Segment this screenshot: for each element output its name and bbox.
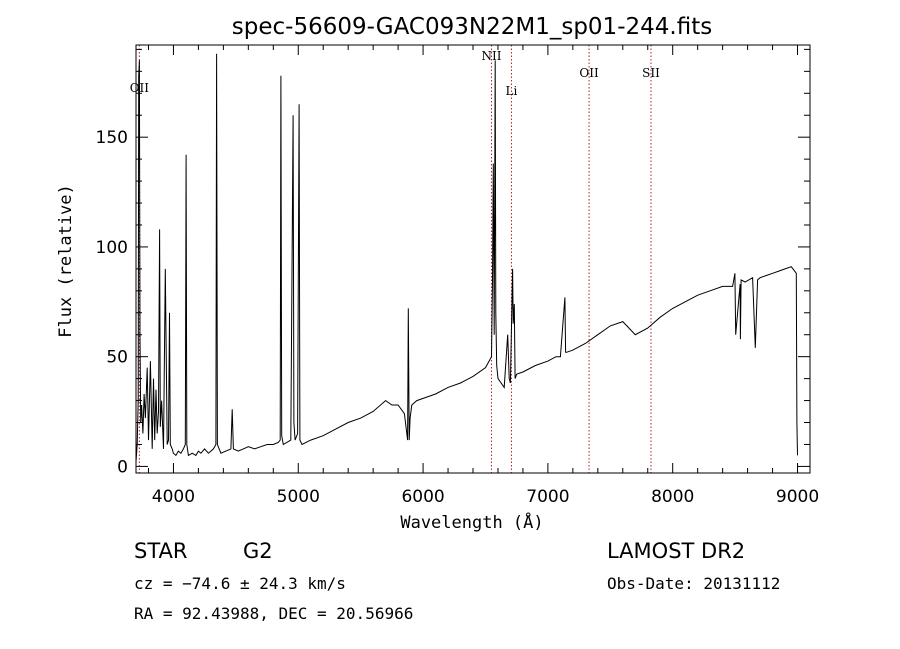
x-tick-label: 5000 [277, 487, 320, 507]
marker-label: NII [481, 49, 501, 63]
x-tick-label: 9000 [776, 487, 819, 507]
y-tick-label: 50 [106, 348, 128, 368]
coordinates: RA = 92.43988, DEC = 20.56966 [134, 604, 414, 623]
x-tick-label: 4000 [152, 487, 195, 507]
plot-frame [135, 44, 811, 474]
y-tick-label: 100 [96, 238, 128, 258]
marker-label: SII [642, 66, 660, 80]
marker-label: OII [579, 66, 599, 80]
observation-date: Obs-Date: 20131112 [607, 574, 781, 593]
chart-title: spec-56609-GAC093N22M1_sp01-244.fits [232, 14, 712, 40]
x-tick-label: 7000 [526, 487, 569, 507]
y-axis-label: Flux (relative) [56, 184, 76, 338]
spectrum-line [135, 53, 798, 463]
object-class: STAR [134, 539, 188, 563]
redshift-velocity: cz = −74.6 ± 24.3 km/s [134, 574, 346, 593]
y-tick-label: 0 [117, 457, 128, 477]
y-tick-label: 150 [96, 128, 128, 148]
axes: 4000 5000 6000 7000 8000 9000 0 50 100 150 [96, 44, 819, 507]
x-tick-label: 8000 [651, 487, 694, 507]
x-tick-label: 6000 [401, 487, 444, 507]
object-subclass: G2 [243, 539, 273, 563]
survey-name: LAMOST DR2 [607, 539, 746, 563]
marker-label: Li [506, 84, 518, 98]
x-axis-label: Wavelength (Å) [400, 511, 543, 533]
